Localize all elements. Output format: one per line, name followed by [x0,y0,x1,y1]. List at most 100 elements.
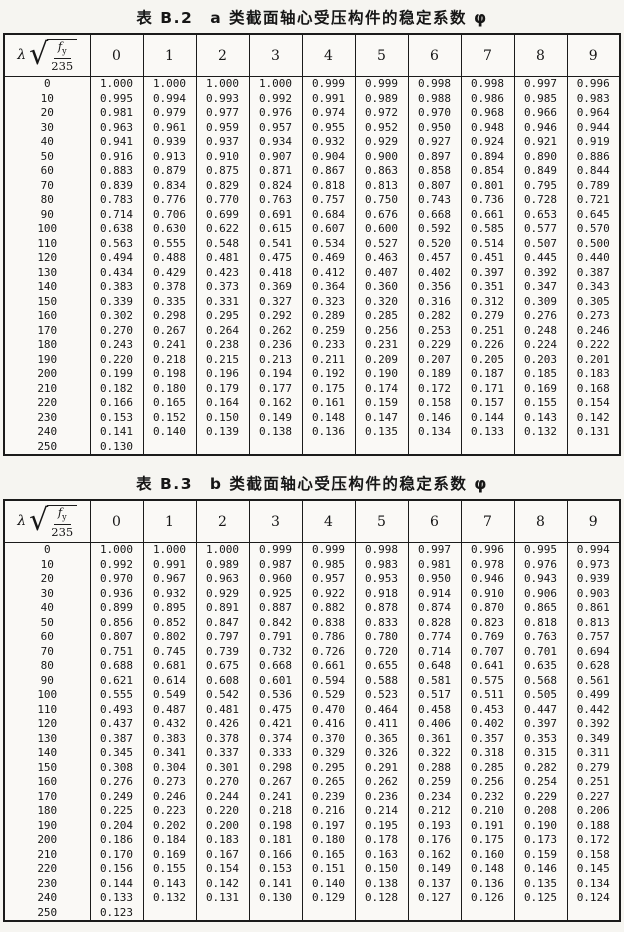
phi-value: 0.966 [513,106,568,121]
phi-value: 0.387 [566,265,620,280]
phi-value: 0.922 [301,586,356,601]
phi-value: 0.600 [354,222,409,237]
phi-value: 0.607 [301,222,356,237]
phi-value: 0.961 [142,120,197,135]
phi-value: 0.728 [513,193,568,208]
phi-value: 0.914 [407,586,462,601]
phi-value: 0.944 [566,120,620,135]
phi-value: 0.995 [513,542,568,558]
phi-value: 0.224 [513,338,568,353]
phi-value: 0.298 [248,760,303,775]
phi-value: 0.601 [248,673,303,688]
phi-value: 0.608 [195,673,250,688]
phi-value: 0.950 [407,120,462,135]
phi-value: 0.383 [142,731,197,746]
lambda-value: 220 [4,862,91,877]
phi-value: 0.879 [142,164,197,179]
phi-value: 0.628 [566,659,620,674]
lambda-value: 10 [4,557,91,572]
phi-value: 0.653 [513,207,568,222]
table-b2-title-number: 表 B.2 [136,9,194,27]
phi-value: 0.614 [142,673,197,688]
phi-value: 0.442 [566,702,620,717]
lambda-value: 0 [4,542,91,558]
phi-value: 0.402 [407,265,462,280]
fy-subscript: y [62,46,67,56]
phi-value: 0.246 [566,323,620,338]
phi-value: 0.302 [89,309,144,324]
phi-value: 0.751 [89,644,144,659]
phi-value: 0.701 [513,644,568,659]
phi-value: 0.981 [407,557,462,572]
phi-value: 0.732 [248,644,303,659]
table-row: 80 0.688 0.681 0.675 0.668 0.661 0.655 0.648 0.6… [4,659,620,674]
phi-value: 0.426 [195,717,250,732]
phi-value: 0.168 [566,381,620,396]
phi-value: 0.370 [301,731,356,746]
phi-value: 0.802 [142,630,197,645]
phi-value: 0.329 [301,746,356,761]
phi-value: 0.154 [195,862,250,877]
phi-value: 0.992 [89,557,144,572]
phi-value: 0.507 [513,236,568,251]
phi-value: 0.152 [142,410,197,425]
lambda-value: 240 [4,891,91,906]
phi-value: 0.887 [248,601,303,616]
phi-value: 0.175 [301,381,356,396]
phi-value: 0.976 [248,106,303,121]
phi-value: 0.974 [301,106,356,121]
phi-value: 0.997 [407,542,462,558]
phi-value: 0.979 [142,106,197,121]
phi-value: 0.351 [460,280,515,295]
table-row: 130 0.387 0.383 0.378 0.374 0.370 0.365 0.361 0.… [4,731,620,746]
phi-value: 0.699 [195,207,250,222]
phi-value [460,439,515,455]
phi-value: 0.536 [248,688,303,703]
phi-value [142,439,197,455]
lambda-value: 70 [4,644,91,659]
phi-value: 0.182 [89,381,144,396]
phi-value: 0.333 [248,746,303,761]
phi-value: 0.289 [301,309,356,324]
phi-value: 0.208 [513,804,568,819]
phi-value: 0.361 [407,731,462,746]
table-row: 160 0.276 0.273 0.270 0.267 0.265 0.262 0.259 0.… [4,775,620,790]
phi-value: 0.238 [195,338,250,353]
phi-value: 0.141 [248,876,303,891]
phi-value: 0.153 [248,862,303,877]
phi-value: 0.991 [301,91,356,106]
phi-value: 0.205 [460,352,515,367]
phi-value: 0.481 [195,702,250,717]
phi-value: 0.661 [301,659,356,674]
phi-value: 0.900 [354,149,409,164]
phi-value: 0.833 [354,615,409,630]
phi-value: 0.934 [248,135,303,150]
table-row: 70 0.839 0.834 0.829 0.824 0.818 0.813 0.807 0.8… [4,178,620,193]
lambda-value: 60 [4,630,91,645]
phi-value: 0.233 [301,338,356,353]
phi-value: 0.998 [460,76,515,92]
phi-value: 0.847 [195,615,250,630]
phi-value: 0.838 [301,615,356,630]
phi-value: 0.146 [513,862,568,877]
lambda-value: 210 [4,381,91,396]
phi-value: 0.193 [407,818,462,833]
table-row: 190 0.204 0.202 0.200 0.198 0.197 0.195 0.193 0.… [4,818,620,833]
table-row: 20 0.970 0.967 0.963 0.960 0.957 0.953 0.950 0.9… [4,572,620,587]
lambda-value: 90 [4,207,91,222]
phi-value: 0.941 [89,135,144,150]
phi-value: 0.977 [195,106,250,121]
phi-value: 0.585 [460,222,515,237]
phi-value: 0.133 [89,891,144,906]
phi-value: 0.192 [301,367,356,382]
phi-value: 0.423 [195,265,250,280]
phi-value: 0.241 [248,789,303,804]
phi-value: 0.198 [248,818,303,833]
phi-value: 0.246 [142,789,197,804]
phi-value: 0.186 [89,833,144,848]
table-b2-title: 表 B.2 a 类截面轴心受压构件的稳定系数 φ [3,0,621,33]
phi-value: 0.369 [248,280,303,295]
phi-value: 0.285 [354,309,409,324]
phi-value: 0.897 [407,149,462,164]
